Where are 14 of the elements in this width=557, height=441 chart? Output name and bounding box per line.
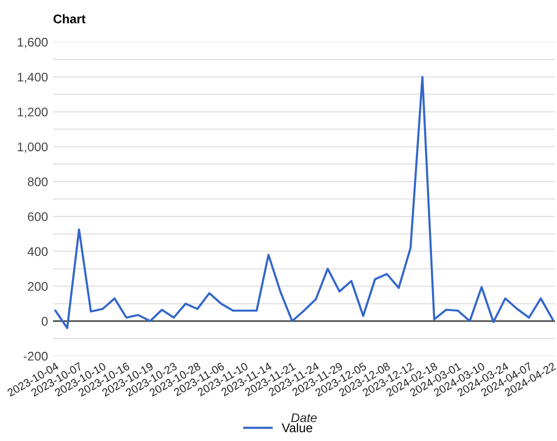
y-tick-label: 1,200: [18, 108, 48, 118]
x-axis-title: Date: [291, 413, 317, 422]
y-tick-label: -200: [24, 352, 48, 361]
y-tick-label: 200: [28, 282, 48, 291]
y-tick-label: 1,000: [18, 142, 48, 153]
line-series: [54, 76, 554, 330]
y-tick-label: 600: [28, 212, 48, 222]
y-tick-label: 400: [28, 247, 48, 256]
legend-label: Value: [282, 423, 312, 432]
chart-title: Chart: [54, 14, 86, 24]
y-tick-label: 800: [28, 177, 48, 186]
y-tick-label: 1,600: [18, 38, 48, 48]
y-tick-label: 0: [42, 316, 48, 326]
y-tick-label: 1,400: [18, 72, 48, 84]
